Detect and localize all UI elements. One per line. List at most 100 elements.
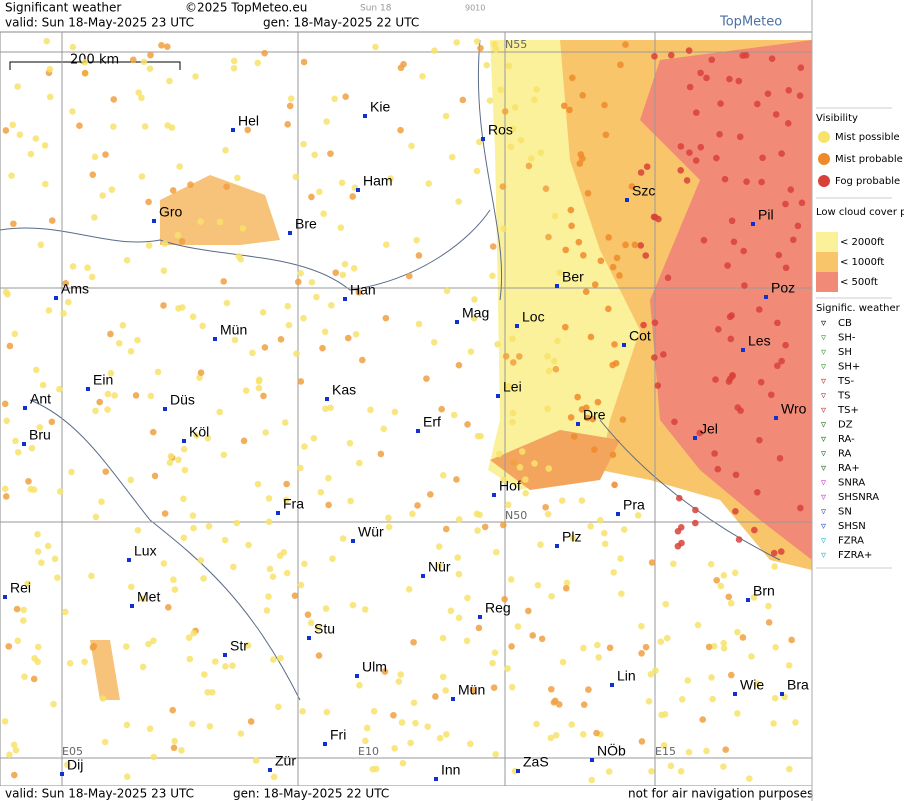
mist-symbol [620, 526, 628, 533]
mist-symbol [138, 94, 145, 102]
mist-symbol [696, 429, 703, 437]
mist-symbol [265, 593, 272, 600]
city-label: Jel [700, 421, 718, 437]
mist-symbol [352, 330, 360, 338]
mist-symbol [135, 89, 143, 96]
mist-symbol [141, 123, 149, 130]
mist-symbol [301, 560, 308, 568]
mist-symbol [186, 655, 194, 663]
mist-symbol [200, 575, 207, 582]
mist-symbol [32, 135, 40, 142]
mist-symbol [150, 637, 157, 645]
mist-symbol [265, 495, 273, 502]
mist-symbol [24, 580, 31, 588]
mist-symbol [697, 143, 705, 151]
footer-note: not for air navigation purposes [628, 787, 813, 801]
mist-symbol [670, 560, 677, 568]
mist-symbol [197, 557, 205, 564]
mist-symbol [559, 658, 567, 666]
mist-symbol [509, 125, 517, 133]
mist-symbol [123, 256, 131, 264]
mist-symbol [107, 330, 114, 338]
city-label: Pil [758, 207, 774, 223]
mist-symbol [10, 220, 17, 228]
mist-symbol [505, 382, 512, 390]
mist-symbol [547, 734, 555, 742]
mist-symbol [651, 319, 659, 326]
mist-symbol [10, 771, 18, 779]
mist-symbol [12, 437, 19, 445]
mist-symbol [344, 334, 352, 342]
mist-symbol [171, 586, 179, 593]
mist-symbol [367, 406, 374, 414]
mist-symbol [363, 724, 371, 732]
legend-label: Mist probable [835, 154, 903, 165]
city-label: ZaS [523, 754, 549, 770]
mist-symbol [507, 143, 515, 151]
mist-symbol [34, 643, 42, 651]
mist-symbol [554, 337, 561, 345]
grid-label: E10 [358, 745, 379, 758]
mist-symbol [709, 695, 716, 703]
mist-symbol [501, 108, 509, 115]
mist-symbol [96, 398, 103, 406]
weather-symbol: ▿ [821, 434, 826, 445]
mist-symbol [509, 409, 517, 417]
mist-symbol [145, 198, 152, 206]
legend-label: RA- [838, 434, 855, 445]
mist-symbol [494, 340, 501, 348]
mist-symbol [99, 695, 107, 702]
mist-symbol [499, 183, 507, 190]
mist-symbol [427, 491, 434, 498]
mist-symbol [725, 378, 733, 385]
mist-symbol [107, 369, 115, 377]
mist-symbol [493, 548, 500, 556]
mist-symbol [66, 660, 74, 667]
mist-symbol [313, 293, 320, 301]
mist-symbol [548, 592, 555, 600]
mist-symbol [492, 750, 499, 758]
mist-symbol [127, 348, 135, 355]
mist-symbol [369, 766, 377, 773]
mist-symbol [410, 638, 417, 646]
mist-symbol [64, 761, 71, 769]
weather-symbol: ▿ [821, 391, 826, 402]
mist-symbol [261, 49, 268, 57]
mist-symbol [692, 506, 699, 514]
mist-symbol [720, 645, 728, 652]
mist-symbol [755, 306, 763, 313]
city-label: Ams [61, 281, 89, 297]
mist-symbol [51, 555, 59, 563]
weather-symbol: ▿ [821, 507, 826, 518]
mist-symbol [230, 563, 237, 571]
mist-symbol [729, 372, 736, 380]
mist-symbol [430, 339, 438, 346]
mist-symbol [601, 101, 608, 109]
city-label: Wie [740, 677, 764, 693]
city-marker [356, 188, 360, 192]
mist-symbol [174, 231, 182, 239]
mist-symbol [788, 636, 795, 644]
mist-symbol [483, 61, 491, 69]
city-marker [421, 574, 425, 578]
city-marker [434, 777, 438, 781]
mist-symbol [216, 218, 224, 226]
mist-symbol [36, 424, 44, 431]
mist-symbol [770, 549, 778, 557]
mist-symbol [189, 512, 197, 519]
mist-symbol [270, 773, 278, 781]
mist-symbol [398, 719, 406, 726]
mist-symbol [263, 607, 271, 614]
code: 9010 [465, 4, 485, 13]
city-marker [163, 407, 167, 411]
mist-symbol [259, 309, 267, 316]
mist-symbol [277, 654, 284, 662]
mist-symbol [315, 652, 323, 659]
mist-symbol [442, 525, 450, 533]
legend-label: SH+ [838, 362, 860, 373]
mist-symbol [322, 605, 330, 612]
mist-symbol [504, 501, 512, 509]
mist-symbol [529, 632, 537, 639]
mist-symbol [595, 654, 602, 661]
mist-symbol [638, 650, 645, 657]
